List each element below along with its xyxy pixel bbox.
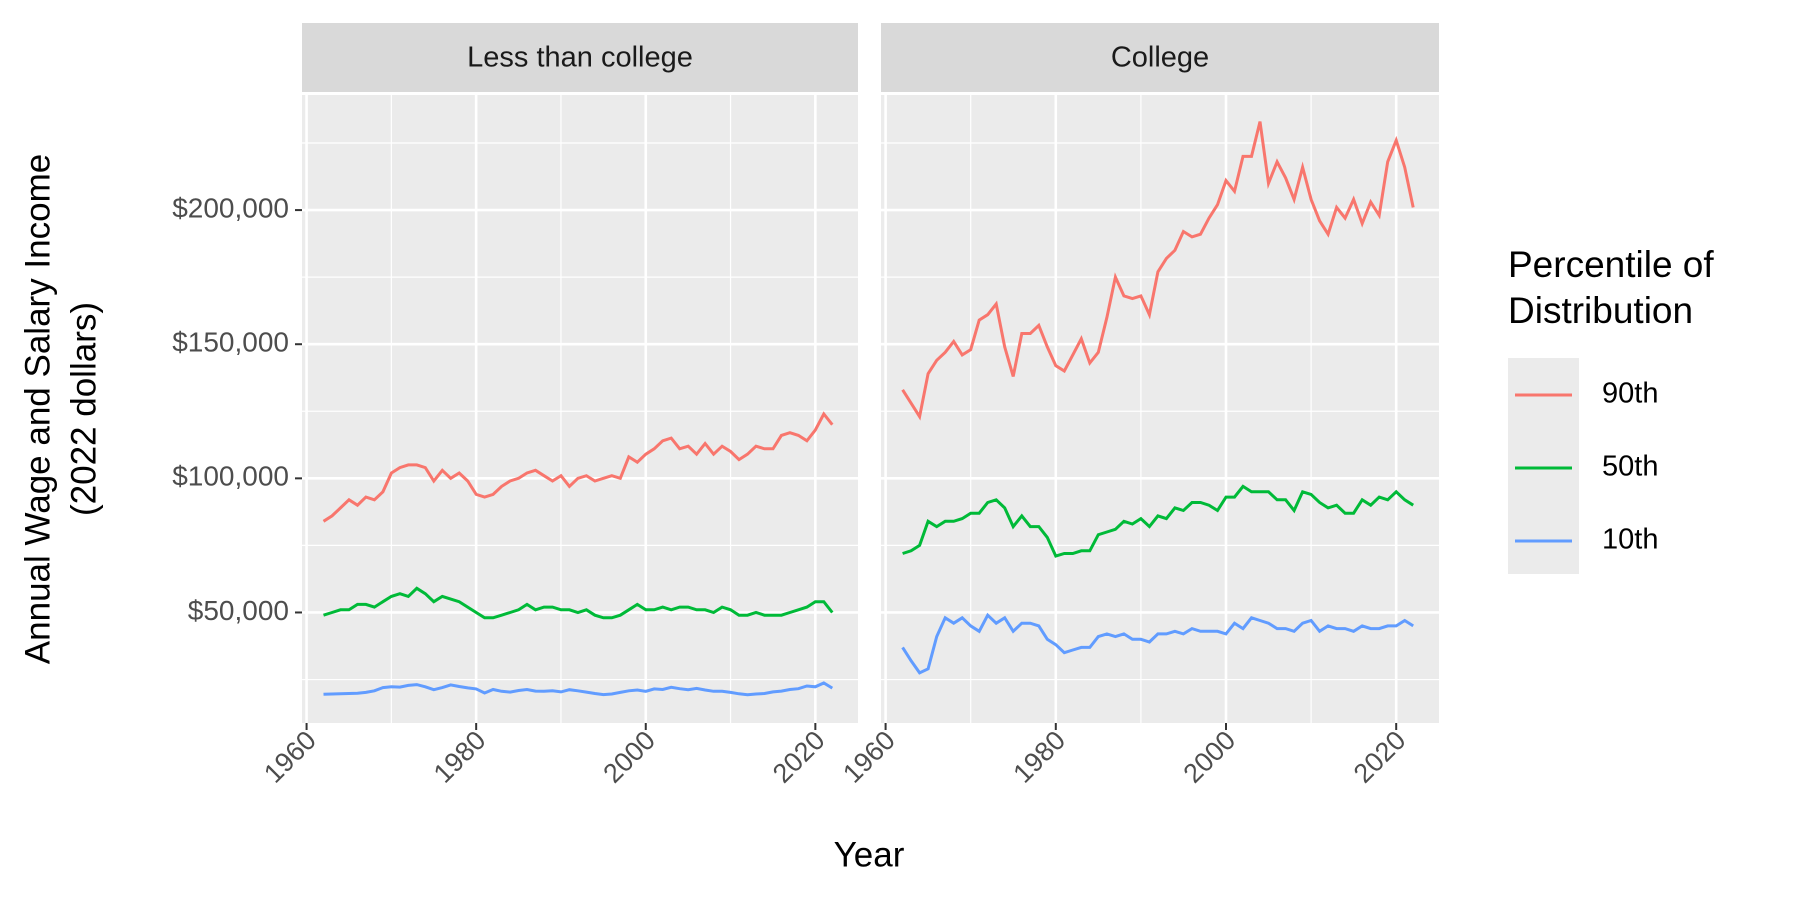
- x-tick-label: 2020: [767, 725, 831, 789]
- legend-label: 50th: [1602, 451, 1658, 483]
- x-axis-title: Year: [834, 835, 905, 874]
- line-series: [901, 121, 1415, 421]
- strip-background: [881, 23, 1439, 92]
- y-tick-label: $150,000: [172, 327, 289, 358]
- legend-title: Percentile of: [1508, 244, 1714, 285]
- line-series: [323, 586, 834, 620]
- x-tick-label: 1960: [837, 725, 901, 789]
- y-tick-label: $50,000: [188, 595, 289, 626]
- y-axis-title: Annual Wage and Salary Income: [18, 154, 57, 664]
- x-tick-label: 1980: [1007, 725, 1071, 789]
- x-tick-label: 2000: [1178, 725, 1242, 789]
- legend-title: Distribution: [1508, 290, 1693, 331]
- x-tick-label: 1960: [258, 725, 322, 789]
- y-tick-label: $200,000: [172, 192, 289, 223]
- strip-label: Less than college: [467, 42, 693, 74]
- x-tick-label: 2000: [597, 725, 661, 789]
- x-tick-label: 1980: [428, 725, 492, 789]
- x-tick-label: 2020: [1348, 725, 1412, 789]
- line-series: [323, 681, 834, 697]
- legend-label: 90th: [1602, 378, 1658, 410]
- strip-background: [302, 23, 858, 92]
- panel-background: [881, 95, 1439, 723]
- line-series: [901, 612, 1415, 675]
- line-series: [322, 411, 834, 523]
- y-axis-title: (2022 dollars): [64, 302, 103, 516]
- y-tick-label: $100,000: [172, 461, 289, 492]
- legend-label: 10th: [1602, 524, 1658, 556]
- strip-label: College: [1111, 42, 1209, 74]
- line-series: [902, 484, 1415, 558]
- panel-background: [302, 95, 858, 723]
